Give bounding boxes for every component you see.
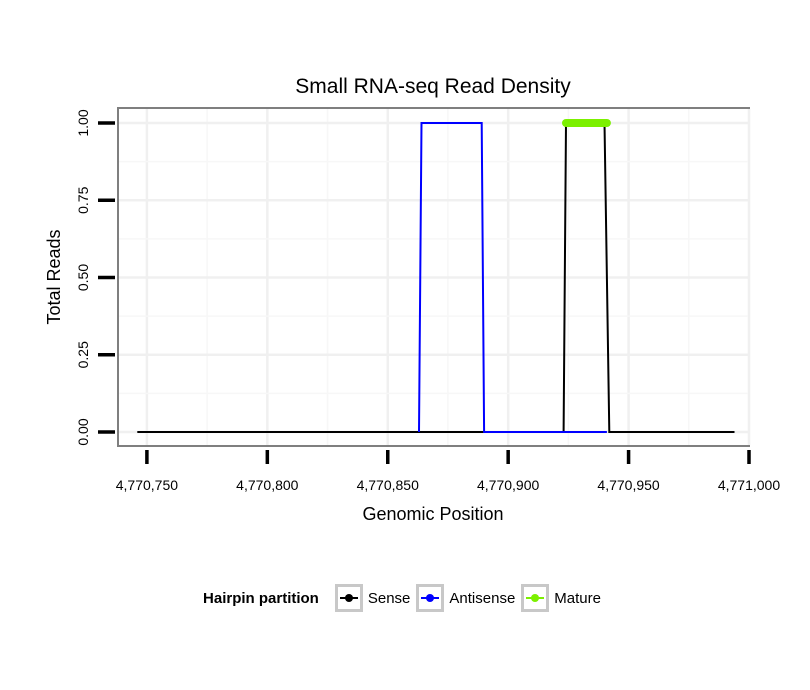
legend-item-label: Mature [554, 589, 601, 607]
x-tick-label: 4,770,950 [597, 477, 659, 493]
y-tick-label: 0.25 [75, 341, 91, 368]
x-tick-label: 4,770,800 [236, 477, 298, 493]
axes: 4,770,750 4,770,800 4,770,850 4,770,900 4,77… [75, 109, 780, 493]
legend-item-antisense: Antisense [416, 584, 515, 612]
legend-item-label: Antisense [449, 589, 516, 607]
legend-key-antisense [416, 584, 445, 612]
x-tick-label: 4,771,000 [718, 477, 780, 493]
series-antisense-line [418, 122, 607, 433]
legend-key-mature [521, 584, 550, 612]
y-tick-label: 0.75 [75, 186, 91, 213]
x-tick-label: 4,770,850 [357, 477, 419, 493]
legend-item-sense: Sense [334, 584, 411, 612]
legend-key-point [344, 594, 353, 602]
y-tick-label: 0.50 [75, 264, 91, 291]
x-tick-label: 4,770,900 [477, 477, 539, 493]
legend-item-label: Sense [367, 589, 411, 607]
series-layer [137, 119, 735, 433]
y-tick-label: 0.00 [75, 418, 91, 445]
x-tick-label: 4,770,750 [116, 477, 178, 493]
legend: Hairpin partition Sense Antisense Mature [0, 578, 810, 618]
y-tick-label: 1.00 [75, 109, 91, 136]
y-axis-label: Total Reads [44, 229, 64, 324]
chart-title: Small RNA-seq Read Density [295, 75, 571, 98]
legend-key-point [426, 594, 435, 602]
x-axis-label: Genomic Position [362, 504, 503, 524]
legend-key-point [531, 594, 540, 602]
legend-item-mature: Mature [521, 584, 601, 612]
legend-title: Hairpin partition [203, 589, 319, 607]
legend-key-sense [334, 584, 363, 612]
